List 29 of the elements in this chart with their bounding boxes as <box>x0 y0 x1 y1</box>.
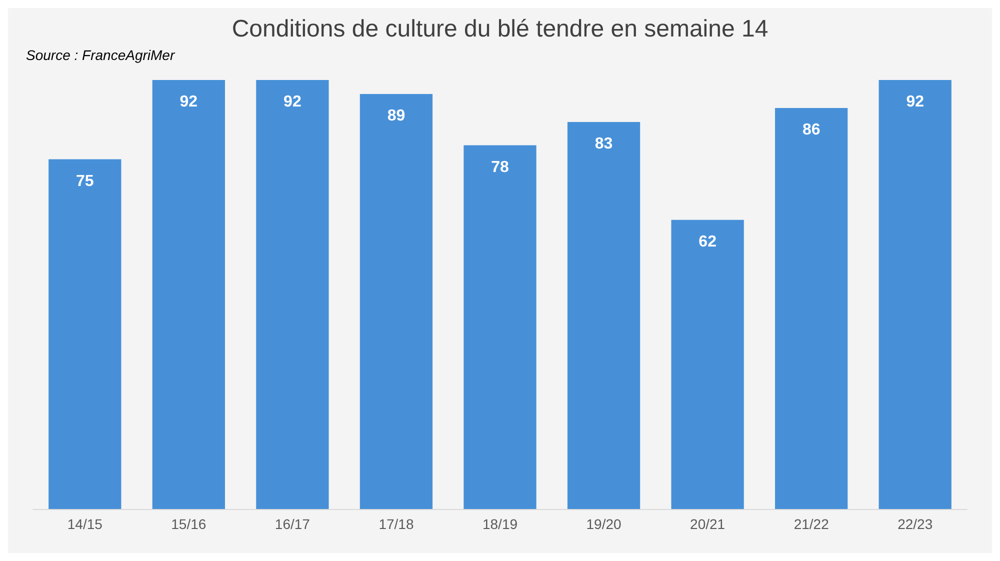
source-note: Source : FranceAgriMer <box>26 47 176 63</box>
data-label: 78 <box>491 158 509 176</box>
data-label: 89 <box>387 107 406 124</box>
data-label: 92 <box>906 94 924 110</box>
data-label: 83 <box>594 135 613 152</box>
x-tick-label: 18/19 <box>482 516 518 532</box>
bar <box>775 108 848 509</box>
x-tick-label: 17/18 <box>378 516 414 532</box>
bar <box>878 80 952 509</box>
x-tick-label: 14/15 <box>67 516 103 532</box>
data-label: 62 <box>698 233 717 250</box>
x-tick-label: 22/23 <box>898 516 933 532</box>
bar <box>567 122 640 509</box>
x-tick-label: 19/20 <box>586 516 622 532</box>
bar <box>152 80 225 509</box>
data-label: 75 <box>76 172 94 190</box>
chart-title: Conditions de culture du blé tendre en semaine 14 <box>232 16 768 42</box>
bar <box>671 220 744 509</box>
data-label: 86 <box>802 121 820 138</box>
x-tick-label: 20/21 <box>690 516 726 532</box>
x-tick-label: 21/22 <box>794 516 830 532</box>
x-tick-label: 16/17 <box>274 516 310 532</box>
data-label: 92 <box>284 94 302 110</box>
bar <box>256 80 329 509</box>
data-label: 92 <box>180 94 198 110</box>
bar <box>464 145 536 509</box>
bar <box>360 94 433 509</box>
bar <box>48 159 122 509</box>
x-tick-label: 15/16 <box>171 516 206 532</box>
